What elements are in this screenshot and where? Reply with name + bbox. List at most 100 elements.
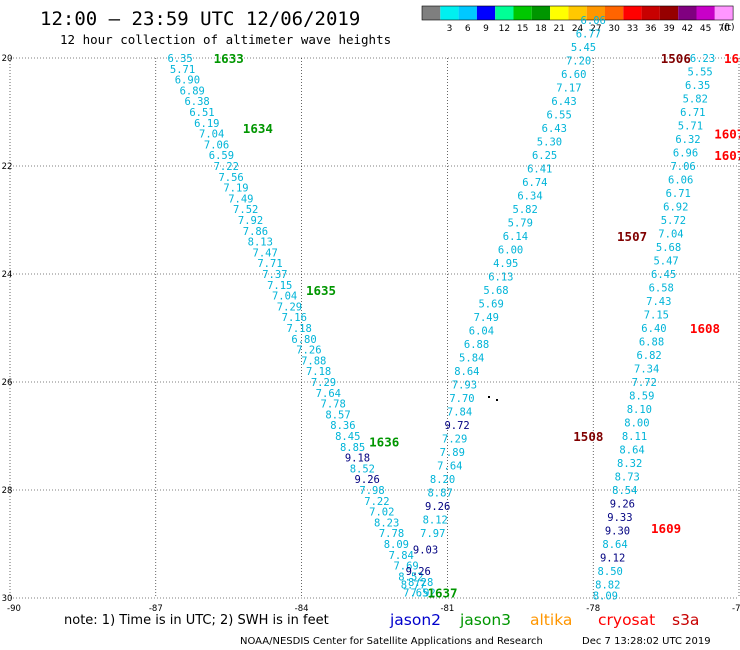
wave-height-label: 6.06 [581, 15, 606, 27]
scale-swatch [495, 6, 514, 20]
wave-height-label: 7.16 [282, 312, 307, 324]
wave-height-label: 6.55 [547, 110, 572, 122]
wave-height-label: 8.10 [627, 404, 652, 416]
wave-height-label: 8.64 [454, 366, 479, 378]
grid-lines [9, 57, 740, 599]
wave-height-label: 6.80 [291, 334, 316, 346]
pass-time-label: 1607 [714, 148, 740, 163]
wave-height-label: 5.82 [683, 94, 708, 106]
scale-label: 21 [554, 24, 565, 34]
wave-height-label: 6.40 [641, 323, 666, 335]
wave-height-label: 7.52 [233, 204, 258, 216]
scale-unit: (ft) [721, 23, 735, 33]
color-scale: 3 6 9 12 15 18 21 24 27 30 33 36 39 42 45 70 [421, 5, 734, 34]
wave-height-label: 7.29 [277, 301, 302, 313]
stray-dot [496, 399, 498, 401]
scale-label: 6 [465, 24, 471, 34]
wave-height-label: 7.84 [447, 407, 472, 419]
wave-height-label: 7.06 [670, 161, 695, 173]
wave-height-label: 7.17 [556, 83, 581, 95]
pass-time-label: 1507 [617, 229, 647, 244]
wave-height-label: 8.85 [340, 442, 365, 454]
pass-time-label: 1636 [369, 434, 399, 449]
y-tick-label: 24 [2, 270, 13, 280]
y-tick-label: 26 [2, 378, 13, 388]
scale-label: 39 [663, 24, 675, 34]
wave-height-label: 6.06 [668, 175, 693, 187]
wave-height-label: 6.34 [517, 191, 542, 203]
x-tick-label: -90 [7, 604, 21, 614]
scale-label: 24 [572, 24, 584, 34]
wave-height-label: 6.35 [685, 80, 710, 92]
wave-height-label: 7.02 [369, 507, 394, 519]
scale-label: 45 [700, 24, 711, 34]
wave-height-label: 9.26 [406, 566, 431, 578]
stray-dots [488, 396, 498, 401]
wave-height-label: 7.64 [437, 461, 462, 473]
legend-jason2: jason2 [389, 611, 441, 629]
y-tick-label: 20 [2, 54, 13, 64]
wave-height-label: 7.47 [253, 247, 278, 259]
scale-label: 42 [682, 24, 693, 34]
wave-height-label: 6.60 [561, 69, 586, 81]
wave-height-label: 7.20 [566, 56, 591, 68]
scale-swatch [605, 6, 624, 20]
wave-height-label: 8.54 [612, 485, 637, 497]
wave-height-label: 6.35 [167, 53, 192, 65]
stray-dot [488, 396, 490, 398]
wave-height-label: 6.38 [184, 96, 209, 108]
wave-height-label: 5.79 [508, 218, 533, 230]
wave-height-label: 7.37 [262, 269, 287, 281]
wave-height-label: 6.92 [663, 202, 688, 214]
wave-height-label: 8.57 [325, 409, 350, 421]
wave-height-label: 6.19 [194, 118, 219, 130]
wave-height-label: 6.04 [469, 326, 494, 338]
wave-height-label: 8.23 [374, 517, 399, 529]
plot-area: -90-87-84-81-78-75202224262830 6.355.716… [2, 15, 740, 614]
scale-swatch [550, 6, 569, 20]
wave-height-label: 8.11 [622, 431, 647, 443]
wave-height-label: 7.69 [393, 561, 418, 573]
wave-height-label: 8.87 [427, 488, 452, 500]
footer-note: note: 1) Time is in UTC; 2) SWH is in fe… [64, 613, 329, 628]
pass-time-label: 1508 [573, 429, 603, 444]
wave-height-label: 8.52 [350, 463, 375, 475]
wave-height-label: 5.72 [661, 215, 686, 227]
scale-swatch [696, 6, 715, 20]
wave-height-label: 8.82 [595, 580, 620, 592]
wave-height-label: 9.18 [345, 453, 370, 465]
wave-height-label: 9.03 [413, 544, 438, 556]
wave-height-label: 7.18 [306, 366, 331, 378]
wave-height-label: 6.00 [498, 245, 523, 257]
wave-height-label: 8.20 [430, 474, 455, 486]
wave-height-label: 7.19 [223, 183, 248, 195]
wave-height-label: 8.09 [384, 539, 409, 551]
wave-height-label: 6.23 [690, 53, 715, 65]
wave-height-label: 9.26 [425, 501, 450, 513]
scale-label: 36 [645, 24, 657, 34]
pass-time-label: 1607 [714, 127, 740, 142]
wave-height-label: 9.26 [355, 474, 380, 486]
wave-height-label: 7.26 [296, 345, 321, 357]
scale-swatch [714, 6, 734, 20]
wave-height-label: 8.52 [398, 571, 423, 583]
x-tick-label: -81 [440, 604, 454, 614]
wave-height-label: 8.12 [423, 515, 448, 527]
wave-height-label: 7.22 [364, 496, 389, 508]
wave-height-label: 7.64 [316, 388, 341, 400]
wave-height-label: 6.77 [576, 29, 601, 41]
legend-s3a: s3a [672, 611, 699, 629]
wave-height-label: 7.43 [646, 296, 671, 308]
wave-height-label: 6.51 [189, 107, 214, 119]
wave-height-label: 5.68 [656, 242, 681, 254]
scale-swatch [531, 6, 551, 20]
wave-height-label: 5.71 [678, 121, 703, 133]
scale-border [421, 5, 734, 21]
scale-label: 30 [608, 24, 620, 34]
scale-swatch [623, 6, 642, 20]
wave-height-label: 7.97 [420, 528, 445, 540]
pass-time-label: 1637 [427, 586, 457, 601]
pass-time-label: 1608 [690, 321, 720, 336]
wave-height-label: 8.50 [598, 566, 623, 578]
